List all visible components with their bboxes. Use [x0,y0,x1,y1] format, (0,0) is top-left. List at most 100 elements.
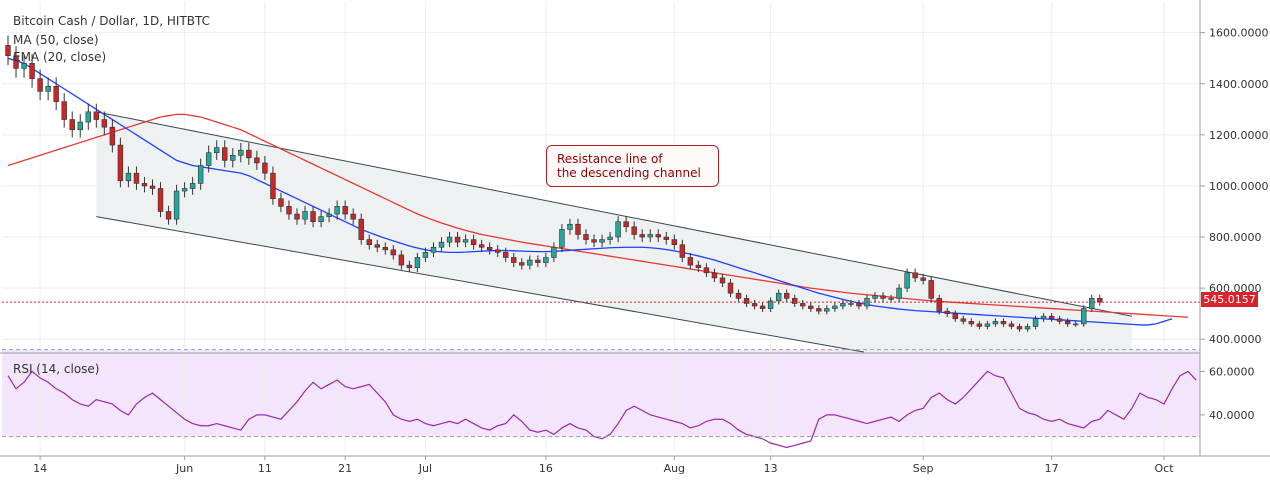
candle [494,245,501,258]
candle [205,145,212,173]
candle-body [767,300,774,309]
candle-body [703,267,710,274]
x-tick-label: 21 [338,462,352,475]
candle-body [125,172,132,182]
candle [1056,315,1063,325]
candle [607,231,613,245]
x-tick-label: 13 [764,462,778,475]
candle [246,142,252,165]
candle [599,234,605,248]
candle [687,252,694,270]
candle-body [511,257,517,263]
candle-body [727,282,734,294]
candle [663,231,669,245]
candle-body [775,292,782,302]
last-price-tag: 545.0157 [1201,292,1258,307]
candle-body [1056,318,1063,322]
candle-body [976,323,983,327]
candle-body [214,147,220,154]
candle-body [470,239,477,246]
candle-body [671,239,678,246]
candle [743,294,750,307]
y-axis-labels: 1600.0000 1400.0000 1200.0000 1000.0000 800.… [1200,27,1269,346]
candle-body [816,308,822,312]
candle [149,179,156,195]
symbol-title: Bitcoin Cash / Dollar, 1D, HITBTC [13,14,211,28]
candle [430,242,437,258]
ema-legend: EMA (20, close) [13,50,107,64]
candle-body [37,78,43,92]
candle-body [519,262,525,266]
candle [575,218,581,240]
candle [872,292,878,302]
candle-body [655,234,661,238]
candle-body [591,239,597,243]
candle-body [639,234,645,238]
candle [800,300,806,310]
candle [238,142,244,163]
candle-body [1040,315,1047,320]
candle [334,200,340,220]
candle-body [398,254,405,266]
candle [992,318,999,327]
candle [117,137,124,188]
candle-body [1000,321,1007,325]
candle-body [751,303,758,307]
callout-line-2: the descending channel [557,166,701,180]
candle-body [246,149,252,159]
candle [278,192,284,213]
candle-body [446,236,453,243]
candle [952,310,958,322]
channel-lower-line [96,216,864,353]
candle-body [872,295,878,299]
candle-body [454,236,461,243]
candle [567,218,573,235]
candle [920,273,926,285]
candle [1064,318,1071,327]
candle [53,77,59,111]
rsi-tick-label: 60.0000 [1209,365,1255,378]
candle-body [486,246,493,251]
candle-body [334,206,340,215]
candle-body [984,323,991,327]
candle [1016,323,1023,332]
candle-body [880,295,886,299]
x-tick-label: 17 [1045,462,1059,475]
candle-body [615,221,621,238]
candle [639,229,645,243]
candle [382,242,389,255]
candle-body [77,121,83,131]
candle-body [743,298,750,304]
candle [719,273,726,287]
y-tick-label: 400.0000 [1209,333,1262,346]
callout-line-1: Resistance line of [557,152,663,166]
candle-body [663,236,669,240]
candle-body [165,211,172,220]
candle [77,114,83,138]
candle [856,300,862,310]
candle [759,302,766,312]
candle-body [197,165,204,184]
candle [414,252,421,273]
candle [254,150,260,170]
candle [631,221,637,240]
candle [888,294,894,302]
candle [655,229,661,243]
candle [1072,320,1079,327]
candle-body [205,152,212,166]
x-tick-label: 11 [258,462,272,475]
candle-body [342,206,348,215]
candle [535,255,541,268]
candle-body [173,190,180,220]
candle [623,216,629,233]
x-tick-label: 16 [539,462,553,475]
candle [109,119,116,153]
candle [374,239,380,253]
candle-body [535,259,541,263]
candle [751,300,758,310]
candle-body [575,223,581,235]
candle [944,307,950,317]
rsi-line [7,370,1197,449]
candle [880,292,886,302]
candle-body [1032,318,1039,327]
